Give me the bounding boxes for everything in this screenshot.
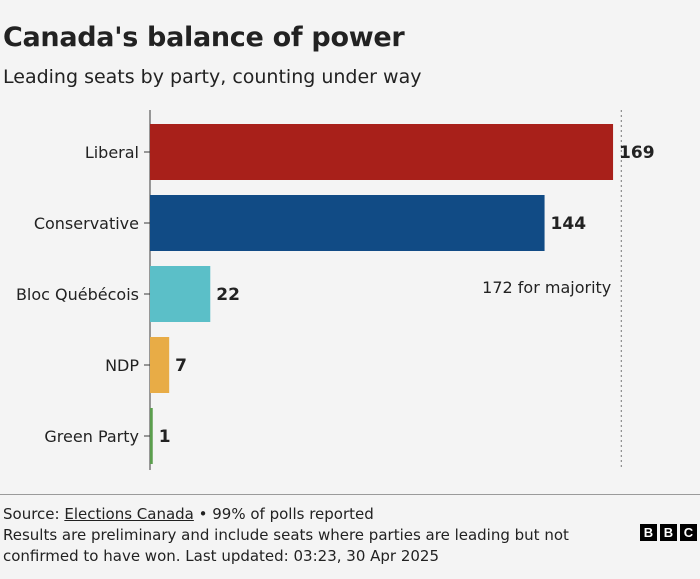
footer: Source: Elections Canada • 99% of polls … [3,504,603,567]
bar-2 [150,266,211,322]
source-link[interactable]: Elections Canada [64,505,194,523]
bar-chart: 172 for majority Liberal 169 Conservative 14… [16,110,655,470]
category-label-0: Liberal [85,143,139,162]
value-label-3: 7 [175,356,187,376]
value-label-4: 1 [159,427,171,447]
chart-title: Canada's balance of power [3,22,405,53]
bar-0 [150,124,614,180]
category-label-2: Bloc Québécois [16,285,139,304]
value-label-2: 22 [216,285,240,305]
majority-label: 172 for majority [482,278,611,297]
footer-note: Results are preliminary and include seat… [3,526,569,565]
bbc-logo-letter: B [640,524,657,541]
bar-4 [150,408,153,464]
bbc-logo-letter: B [660,524,677,541]
bar-1 [150,195,545,251]
bbc-logo: B B C [640,524,697,541]
category-label-3: NDP [105,356,139,375]
footer-divider [0,494,700,495]
value-label-1: 144 [551,214,587,234]
source-prefix: Source: [3,505,65,523]
source-suffix: • 99% of polls reported [193,505,374,523]
value-label-0: 169 [619,143,655,163]
chart-subtitle: Leading seats by party, counting under w… [3,66,422,88]
category-label-4: Green Party [44,427,139,446]
bbc-logo-letter: C [680,524,697,541]
source-line: Source: Elections Canada • 99% of polls … [3,504,603,525]
bar-3 [150,337,170,393]
category-label-1: Conservative [34,214,139,233]
